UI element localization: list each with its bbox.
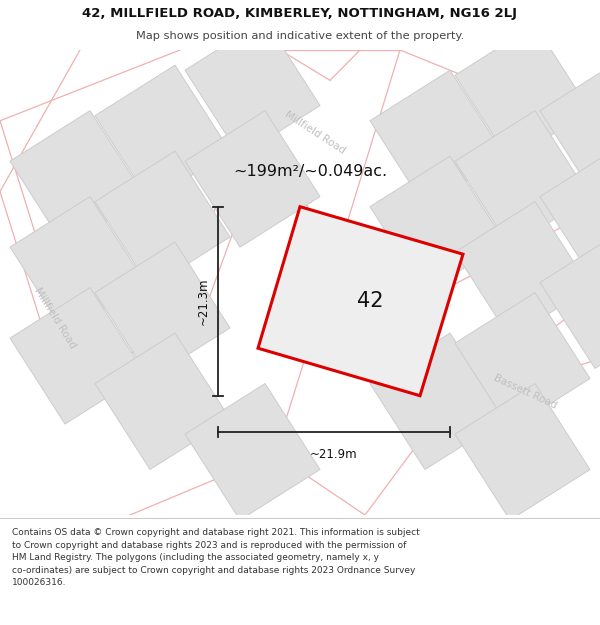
Polygon shape [370,333,505,469]
Polygon shape [95,333,230,469]
Text: ~199m²/~0.049ac.: ~199m²/~0.049ac. [233,164,387,179]
Polygon shape [540,60,600,197]
Text: Contains OS data © Crown copyright and database right 2021. This information is : Contains OS data © Crown copyright and d… [12,528,420,588]
Polygon shape [455,384,590,520]
Polygon shape [455,292,590,429]
Text: ~21.9m: ~21.9m [310,448,358,461]
Text: Millfield Road: Millfield Road [32,286,78,350]
Text: ~21.3m: ~21.3m [197,278,210,325]
Polygon shape [185,19,320,156]
Polygon shape [185,111,320,247]
Polygon shape [10,288,145,424]
Polygon shape [95,151,230,288]
Text: 42, MILLFIELD ROAD, KIMBERLEY, NOTTINGHAM, NG16 2LJ: 42, MILLFIELD ROAD, KIMBERLEY, NOTTINGHA… [83,8,517,21]
Polygon shape [455,202,590,338]
Polygon shape [370,70,505,207]
Polygon shape [455,111,590,247]
Polygon shape [540,232,600,368]
Polygon shape [10,197,145,333]
Polygon shape [95,242,230,379]
Polygon shape [95,65,230,202]
Polygon shape [258,207,463,396]
Polygon shape [540,146,600,282]
Polygon shape [10,111,145,247]
Text: Millfield Road: Millfield Road [283,109,347,156]
Text: 42: 42 [357,291,383,311]
Text: Bassett Road: Bassett Road [492,372,558,411]
Polygon shape [455,25,590,161]
Polygon shape [370,156,505,292]
Polygon shape [185,384,320,520]
Text: Map shows position and indicative extent of the property.: Map shows position and indicative extent… [136,31,464,41]
